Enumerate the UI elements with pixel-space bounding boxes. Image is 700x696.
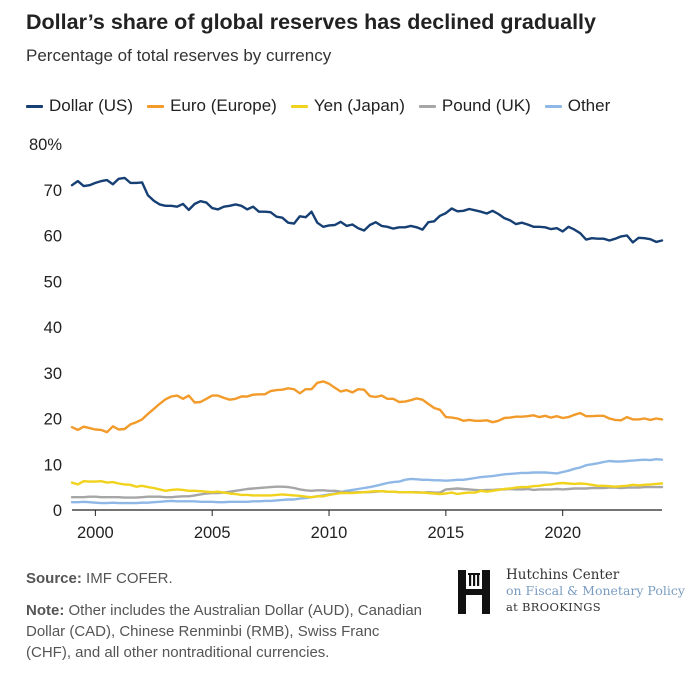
- legend-label: Euro (Europe): [170, 96, 277, 115]
- legend-swatch: [26, 104, 43, 108]
- y-tick-label: 60: [44, 228, 62, 246]
- legend-swatch: [290, 104, 308, 108]
- legend-label: Dollar (US): [49, 96, 134, 115]
- hutchins-logo-icon: [458, 570, 490, 614]
- series-line-yen-japan: [70, 480, 664, 499]
- logo-center-subtitle: on Fiscal & Monetary Policy: [506, 583, 685, 598]
- logo-brand: BROOKINGS: [522, 600, 601, 614]
- series-line-dollar-us: [70, 176, 664, 244]
- y-tick-label: 10: [44, 456, 62, 474]
- series-line-other: [70, 458, 664, 505]
- note-label: Note:: [26, 602, 65, 619]
- legend-item: Yen (Japan): [290, 96, 405, 116]
- chart-subtitle: Percentage of total reserves by currency: [26, 46, 332, 65]
- legend-label: Other: [567, 96, 611, 115]
- source-label: Source:: [26, 570, 82, 587]
- line-chart: 0 10 20 30 40 50 60 70 80% 2000 2005 2010 2015 2020: [29, 136, 664, 542]
- legend-swatch: [418, 104, 436, 108]
- y-tick-label: 70: [44, 182, 62, 200]
- chart-legend: Dollar (US) Euro (Europe) Yen (Japan) Pound…: [26, 96, 624, 116]
- y-tick-label: 80%: [29, 136, 62, 154]
- logo-center-name: Hutchins Center: [506, 567, 620, 583]
- legend-label: Yen (Japan): [313, 96, 405, 115]
- hutchins-brookings-logo: Hutchins Center on Fiscal & Monetary Pol…: [456, 568, 686, 618]
- logo-at: at: [506, 600, 523, 614]
- note-body: Other includes the Australian Dollar (AU…: [26, 602, 422, 661]
- x-tick-label: 2005: [194, 524, 231, 542]
- legend-swatch: [544, 104, 562, 108]
- logo-brookings: at BROOKINGS: [506, 599, 685, 615]
- x-tick-label: 2020: [544, 524, 581, 542]
- legend-item: Other: [544, 96, 611, 116]
- legend-item: Dollar (US): [26, 96, 133, 116]
- y-tick-label: 50: [44, 273, 62, 291]
- legend-item: Pound (UK): [418, 96, 531, 116]
- x-tick-label: 2015: [428, 524, 465, 542]
- legend-swatch: [147, 104, 165, 108]
- legend-label: Pound (UK): [441, 96, 531, 115]
- x-tick-label: 2010: [311, 524, 348, 542]
- y-tick-label: 40: [44, 319, 62, 337]
- legend-item: Euro (Europe): [147, 96, 277, 116]
- source-text: IMF COFER.: [81, 570, 173, 587]
- y-tick-label: 0: [53, 502, 62, 520]
- note-text: Note: Other includes the Australian Doll…: [26, 600, 426, 663]
- y-tick-label: 30: [44, 365, 62, 383]
- source-line: Source: IMF COFER.: [26, 570, 173, 587]
- series-line-euro-europe: [70, 380, 664, 434]
- chart-title: Dollar’s share of global reserves has de…: [26, 10, 596, 34]
- y-tick-label: 20: [44, 411, 62, 429]
- x-tick-label: 2000: [77, 524, 114, 542]
